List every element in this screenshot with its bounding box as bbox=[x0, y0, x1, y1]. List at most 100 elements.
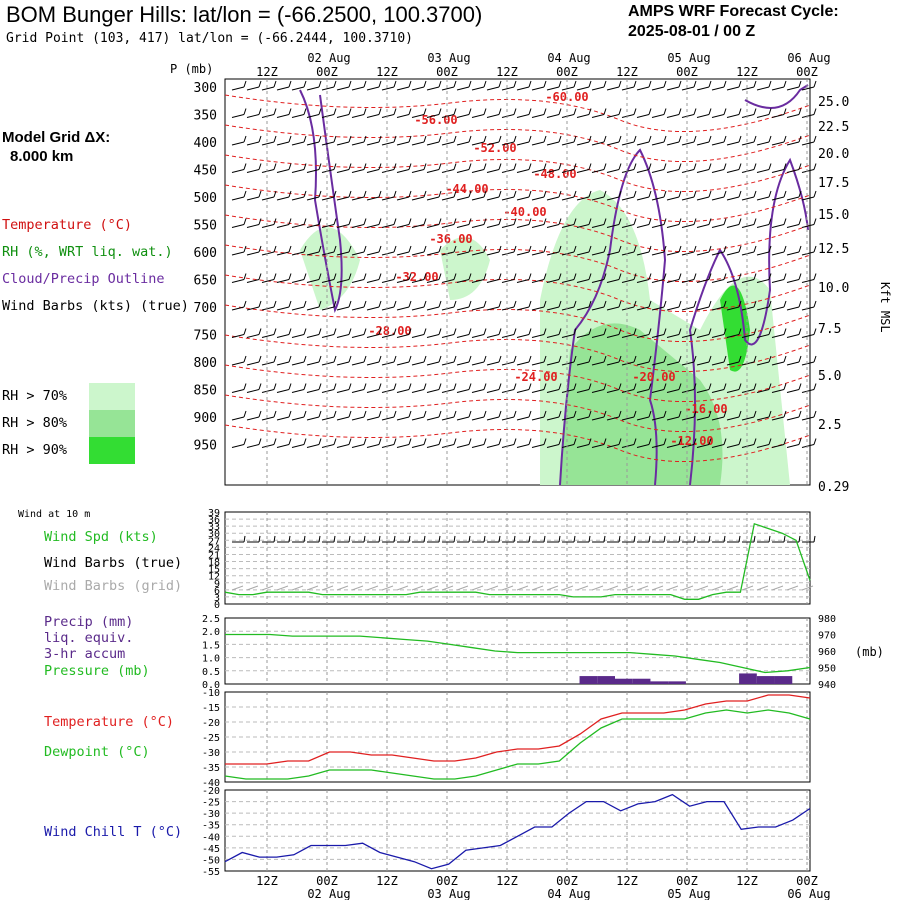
wind-barb bbox=[291, 218, 307, 228]
pressure-tick-label: 350 bbox=[194, 109, 217, 124]
wind-barb bbox=[426, 328, 442, 338]
wind-barb bbox=[786, 108, 802, 118]
wind-barb bbox=[411, 355, 427, 366]
wind-barb bbox=[666, 135, 682, 146]
top-date-label: 04 Aug bbox=[547, 51, 590, 65]
wind-panel-ytick: 33 bbox=[208, 522, 220, 533]
temperature-contour-2 bbox=[224, 154, 811, 193]
wind-barb bbox=[261, 273, 277, 283]
wind-barb bbox=[261, 438, 277, 448]
wind-barb bbox=[786, 273, 802, 283]
wind-barb-grid bbox=[786, 585, 799, 591]
precip-panel-y2tick: 940 bbox=[818, 680, 836, 691]
wind-barb bbox=[426, 355, 442, 366]
wind-barb bbox=[426, 218, 442, 228]
wind-barb bbox=[276, 383, 292, 393]
wind-barb bbox=[546, 80, 562, 91]
wind-barb bbox=[291, 273, 307, 283]
wind-barb bbox=[636, 328, 652, 338]
temperature-contour-label: -32.00 bbox=[395, 270, 438, 284]
wind-barb bbox=[291, 410, 307, 421]
wind-barb bbox=[306, 190, 322, 201]
wind-barb bbox=[591, 383, 607, 393]
wind-barb bbox=[441, 438, 457, 448]
wind-barb bbox=[756, 273, 772, 283]
wind-barb bbox=[666, 383, 682, 393]
wind-barb bbox=[516, 273, 532, 283]
top-hour-label: 12Z bbox=[736, 65, 758, 79]
wind-barb bbox=[261, 383, 277, 393]
wind-barb-true bbox=[498, 535, 501, 543]
precip-bar bbox=[615, 678, 633, 684]
wind-chill-panel-ytick: -30 bbox=[202, 809, 220, 820]
wind-barb bbox=[231, 108, 247, 118]
wind-barb bbox=[726, 218, 742, 228]
wind-barb-true bbox=[453, 535, 456, 543]
top-hour-label: 00Z bbox=[556, 65, 578, 79]
legend-wind-barbs: Wind Barbs (kts) (true) bbox=[2, 298, 189, 314]
wind-barb bbox=[381, 273, 397, 283]
wind-barb bbox=[561, 190, 577, 201]
wind-barb bbox=[786, 438, 802, 448]
wind-barb bbox=[666, 190, 682, 201]
pressure-tick-label: 650 bbox=[194, 274, 217, 289]
wind-barb bbox=[621, 410, 637, 421]
wind-barb bbox=[801, 355, 817, 366]
wind-panel-ytick: 12 bbox=[208, 572, 220, 583]
wind-barb bbox=[426, 108, 442, 118]
wind-barb bbox=[321, 218, 337, 228]
wind-barb bbox=[276, 300, 292, 311]
pressure-tick-label: 400 bbox=[194, 136, 217, 151]
wind-barb bbox=[741, 328, 757, 338]
wind-barb bbox=[321, 273, 337, 283]
wind-barb bbox=[396, 383, 412, 393]
cloud-outline-3 bbox=[744, 84, 809, 109]
height-tick-label: 25.0 bbox=[818, 95, 849, 110]
wind-barb bbox=[306, 300, 322, 311]
wind-barb bbox=[546, 163, 562, 173]
wind-barb bbox=[231, 190, 247, 201]
model-grid-line1: Model Grid ΔX: bbox=[2, 129, 111, 146]
wind-barb bbox=[681, 218, 697, 228]
wind-barb-grid bbox=[426, 585, 439, 591]
wind-barb bbox=[351, 273, 367, 283]
wind-barb bbox=[246, 190, 262, 201]
wind-barb bbox=[711, 355, 727, 366]
wind-barb bbox=[471, 80, 487, 91]
wind-barb bbox=[576, 135, 592, 146]
wind-barb bbox=[561, 80, 577, 91]
wind-panel-ytick: 6 bbox=[214, 586, 220, 597]
wind-barb bbox=[471, 163, 487, 173]
wind-barb bbox=[801, 80, 817, 91]
temperature-contour-label: -36.00 bbox=[429, 232, 472, 246]
wind-barb-grid bbox=[276, 585, 289, 591]
wind-barb bbox=[636, 190, 652, 201]
wind-barb bbox=[696, 190, 712, 201]
wind-barb bbox=[546, 190, 562, 201]
wind-barb bbox=[561, 438, 577, 448]
wind-barb bbox=[666, 438, 682, 448]
wind-barb bbox=[366, 328, 382, 338]
wind-barb bbox=[741, 163, 757, 173]
wind-barb bbox=[606, 355, 622, 366]
wind-barb bbox=[231, 245, 247, 256]
wind-barb bbox=[411, 300, 427, 311]
wind-barb-true bbox=[708, 535, 711, 543]
wind-barb bbox=[771, 410, 787, 421]
wind-barb bbox=[591, 190, 607, 201]
wind-barb bbox=[771, 80, 787, 91]
wind-barb bbox=[456, 245, 472, 256]
bottom-date-label: 02 Aug bbox=[307, 887, 350, 900]
wind-barb bbox=[336, 218, 352, 228]
wind-barb bbox=[351, 163, 367, 173]
wind-barb bbox=[426, 410, 442, 421]
wind-barb bbox=[726, 300, 742, 311]
wind-barb bbox=[246, 355, 262, 366]
precip-bar bbox=[756, 676, 775, 684]
wind-barb bbox=[396, 410, 412, 421]
wind-barb bbox=[711, 163, 727, 173]
top-hour-label: 00Z bbox=[436, 65, 458, 79]
wind-barb bbox=[711, 438, 727, 448]
wind-barb bbox=[681, 355, 697, 366]
temperature-panel-frame bbox=[224, 691, 811, 783]
